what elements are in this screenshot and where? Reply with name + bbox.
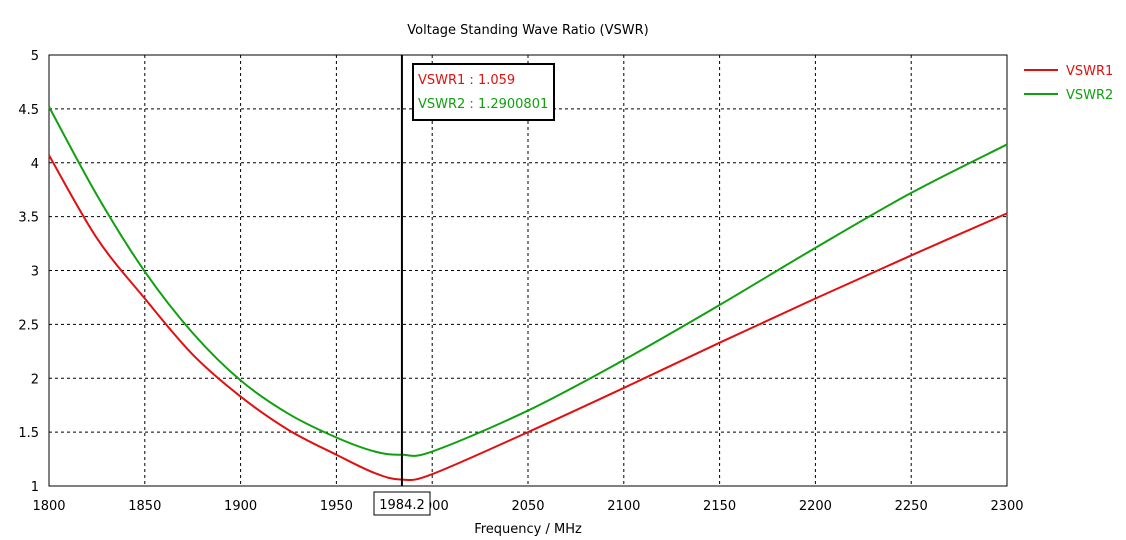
plot-frame — [48, 54, 1008, 487]
x-tick-label: 2200 — [799, 499, 832, 514]
y-tick-label: 5 — [31, 49, 39, 64]
grid — [49, 55, 1007, 486]
x-tick-label: 1850 — [128, 499, 161, 514]
marker-readout: VSWR1 : 1.059 — [418, 73, 515, 88]
y-tick-label: 4 — [31, 157, 39, 172]
legend-label: VSWR2 — [1066, 88, 1113, 103]
y-tick-label: 4.5 — [18, 103, 39, 118]
x-tick-label: 2300 — [990, 499, 1023, 514]
marker-readout: VSWR2 : 1.2900801 — [418, 97, 548, 112]
y-tick-label: 3.5 — [18, 211, 39, 226]
chart-title: Voltage Standing Wave Ratio (VSWR) — [407, 23, 648, 38]
y-tick-label: 1 — [31, 480, 39, 495]
x-tick-label: 2250 — [895, 499, 928, 514]
marker-x-label: 1984.2 — [379, 498, 425, 513]
series-lines — [48, 106, 1008, 482]
y-tick-label: 3 — [31, 265, 39, 280]
marker[interactable]: 1984.2 VSWR1 : 1.059 VSWR2 : 1.2900801 — [373, 55, 555, 516]
marker-readout-box — [412, 63, 555, 121]
y-tick-label: 2.5 — [18, 318, 39, 333]
x-tick-label: 1900 — [224, 499, 257, 514]
x-tick-label: 1950 — [320, 499, 353, 514]
x-tick-label: 2100 — [607, 499, 640, 514]
legend: VSWR1 VSWR2 — [1024, 64, 1113, 103]
y-tick-label: 2 — [31, 372, 39, 387]
marker-x-box — [373, 491, 431, 516]
x-axis-label: Frequency / MHz — [474, 522, 582, 537]
y-tick-label: 1.5 — [18, 426, 39, 441]
x-tick-label: 1800 — [32, 499, 65, 514]
tick-labels: 1800 1850 1900 1950 2000 2050 2100 2150 2200 2250… — [18, 49, 1023, 514]
series-line-vswr1 — [48, 154, 1008, 482]
legend-label: VSWR1 — [1066, 64, 1113, 79]
x-tick-label: 2150 — [703, 499, 736, 514]
x-tick-label: 2050 — [511, 499, 544, 514]
